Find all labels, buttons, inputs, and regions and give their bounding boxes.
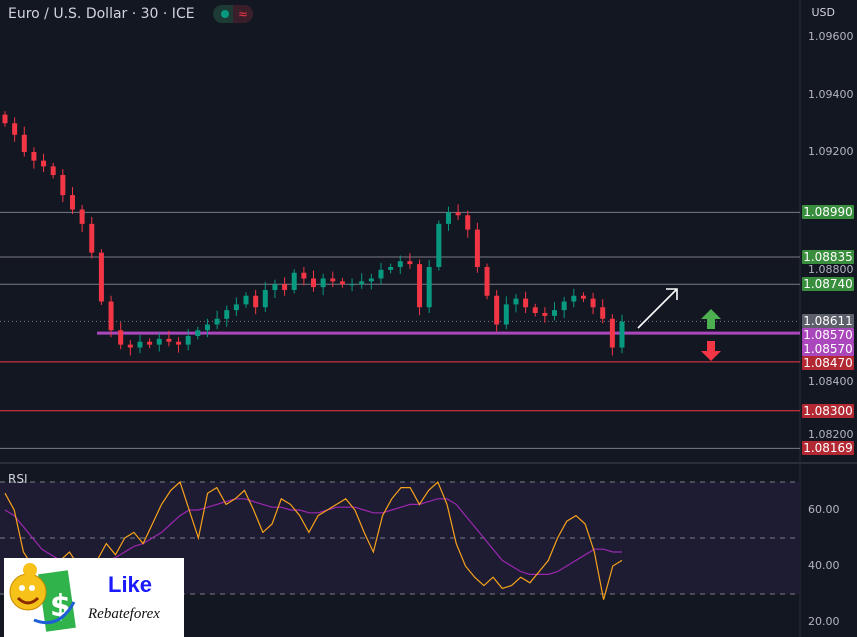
- price-tick: 1.09600: [808, 30, 854, 43]
- market-open-dot-icon: [221, 10, 229, 18]
- candle-body: [262, 290, 268, 308]
- candle-body: [561, 301, 567, 311]
- arrow-down-red-icon: [701, 341, 721, 361]
- candle-body: [590, 298, 596, 308]
- price-level-label: 1.08470: [802, 356, 854, 371]
- currency-selector[interactable]: USD: [811, 6, 835, 19]
- candle-body: [108, 301, 114, 331]
- candle-body: [609, 318, 615, 348]
- candle-body: [571, 295, 577, 302]
- candle-body: [339, 281, 345, 285]
- candle-body: [98, 252, 104, 302]
- candle-body: [532, 307, 538, 313]
- candle-body: [494, 295, 500, 325]
- candle-body: [127, 344, 133, 348]
- price-level-label: 1.08169: [802, 441, 854, 456]
- rsi-indicator-label[interactable]: RSI: [8, 472, 28, 486]
- candle-body: [233, 304, 239, 311]
- logo-brand-text: Rebateforex: [88, 606, 160, 622]
- candle-body: [214, 318, 220, 325]
- candle-body: [542, 313, 548, 316]
- price-tick: 1.08200: [808, 427, 854, 441]
- candle-body: [50, 166, 56, 175]
- candle-body: [320, 278, 326, 288]
- candle-body: [224, 310, 230, 319]
- candle-body: [436, 223, 442, 267]
- candle-body: [417, 264, 423, 308]
- candle-body: [484, 267, 490, 296]
- candle-body: [407, 261, 413, 265]
- candle-body: [185, 336, 191, 345]
- candle-body: [330, 278, 336, 282]
- candle-body: [523, 298, 529, 308]
- candle-body: [89, 223, 95, 253]
- candle-body: [156, 338, 162, 345]
- candle-body: [60, 175, 66, 196]
- price-level-label: 1.08570: [802, 342, 854, 357]
- approx-icon: ≈: [233, 5, 253, 23]
- rsi-tick: 20.00: [808, 615, 840, 628]
- candle-body: [118, 330, 124, 345]
- price-tick: 1.08400: [808, 375, 854, 388]
- rsi-tick: 60.00: [808, 503, 840, 516]
- candle-body: [580, 295, 586, 299]
- candle-body: [166, 338, 172, 342]
- candle-body: [31, 152, 37, 161]
- candle-body: [311, 278, 316, 288]
- candle-body: [79, 209, 85, 224]
- rsi-tick: 40.00: [808, 559, 840, 572]
- price-level-label: 1.08990: [802, 205, 854, 220]
- price-level-label: 1.08740: [802, 277, 854, 292]
- candle-body: [619, 321, 625, 348]
- candle-body: [513, 298, 519, 305]
- candle-body: [474, 229, 480, 267]
- candle-body: [272, 284, 278, 290]
- candle-body: [388, 267, 394, 270]
- candle-body: [243, 295, 249, 305]
- candle-body: [12, 123, 18, 135]
- candle-body: [426, 267, 432, 308]
- price-level-label: 1.08835: [802, 249, 854, 264]
- candle-body: [301, 272, 307, 279]
- candle-body: [176, 341, 182, 345]
- candle-body: [359, 281, 365, 285]
- arrow-up-right-icon: [637, 288, 678, 329]
- candle-body: [503, 304, 509, 325]
- price-level-label: 1.08300: [802, 403, 854, 418]
- candle-body: [69, 195, 75, 210]
- candle-body: [455, 212, 461, 216]
- market-status-badge[interactable]: ≈: [213, 5, 253, 23]
- candle-body: [21, 134, 27, 152]
- arrow-up-green-icon: [701, 309, 721, 329]
- price-tick: 1.09200: [808, 145, 854, 158]
- candle-body: [552, 310, 558, 316]
- candle-body: [2, 114, 8, 124]
- rebateforex-logo: $ Like Rebateforex: [4, 558, 184, 637]
- candle-body: [445, 212, 451, 224]
- price-tick: 1.09400: [808, 87, 854, 101]
- candle-body: [137, 341, 143, 348]
- candle-body: [397, 261, 403, 267]
- candle-body: [368, 278, 374, 282]
- price-tick: 1.08800: [808, 263, 854, 276]
- logo-like-text: Like: [108, 572, 153, 597]
- candle-body: [204, 324, 210, 331]
- candle-body: [195, 330, 201, 336]
- price-level-label: 1.08611: [802, 314, 854, 329]
- candle-body: [600, 307, 606, 319]
- candle-body: [253, 295, 259, 308]
- price-level-label: 1.08570: [802, 328, 854, 343]
- candle-body: [282, 284, 288, 290]
- rsi-line: [4, 480, 623, 600]
- candle-body: [41, 160, 47, 167]
- candle-body: [349, 284, 355, 286]
- candle-body: [378, 269, 384, 279]
- thumbs-up-money-icon: $: [9, 563, 76, 632]
- candle-body: [291, 272, 297, 290]
- candle-body: [465, 215, 471, 230]
- symbol-title[interactable]: Euro / U.S. Dollar · 30 · ICE: [8, 6, 195, 22]
- candle-body: [147, 341, 153, 345]
